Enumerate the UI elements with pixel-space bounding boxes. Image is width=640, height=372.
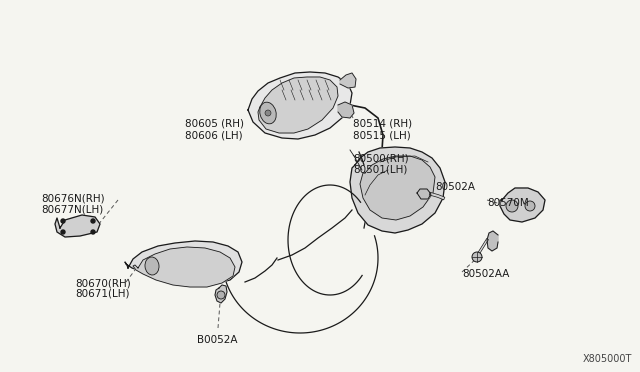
Text: 80570M: 80570M xyxy=(487,198,529,208)
Ellipse shape xyxy=(145,257,159,275)
Circle shape xyxy=(91,230,95,234)
Text: 80514 (RH): 80514 (RH) xyxy=(353,118,412,128)
Polygon shape xyxy=(417,189,431,199)
Polygon shape xyxy=(338,102,354,118)
Circle shape xyxy=(61,230,65,234)
Polygon shape xyxy=(340,73,356,88)
Polygon shape xyxy=(215,285,227,303)
Text: 80605 (RH): 80605 (RH) xyxy=(185,118,244,128)
Polygon shape xyxy=(133,247,235,287)
Polygon shape xyxy=(125,241,242,285)
Circle shape xyxy=(506,200,518,212)
Text: 80500(RH): 80500(RH) xyxy=(353,153,408,163)
Polygon shape xyxy=(500,188,545,222)
Polygon shape xyxy=(248,72,352,139)
Polygon shape xyxy=(55,215,100,237)
Circle shape xyxy=(525,201,535,211)
Polygon shape xyxy=(360,156,435,220)
Text: B0052A: B0052A xyxy=(197,335,237,345)
Text: 80501(LH): 80501(LH) xyxy=(353,164,408,174)
Text: 80670(RH): 80670(RH) xyxy=(75,278,131,288)
Polygon shape xyxy=(258,77,338,133)
Text: 80502AA: 80502AA xyxy=(462,269,509,279)
Text: 80671(LH): 80671(LH) xyxy=(75,289,129,299)
Text: 80515 (LH): 80515 (LH) xyxy=(353,130,411,140)
Text: 80606 (LH): 80606 (LH) xyxy=(185,130,243,140)
Circle shape xyxy=(91,219,95,223)
Text: 80502A: 80502A xyxy=(435,182,475,192)
Text: 80677N(LH): 80677N(LH) xyxy=(41,204,103,214)
Circle shape xyxy=(265,110,271,116)
Polygon shape xyxy=(487,231,498,251)
Circle shape xyxy=(217,291,225,299)
Polygon shape xyxy=(350,147,445,233)
Text: 80676N(RH): 80676N(RH) xyxy=(41,193,104,203)
Circle shape xyxy=(472,252,482,262)
Ellipse shape xyxy=(260,102,276,124)
Circle shape xyxy=(61,219,65,223)
Text: X805000T: X805000T xyxy=(582,354,632,364)
